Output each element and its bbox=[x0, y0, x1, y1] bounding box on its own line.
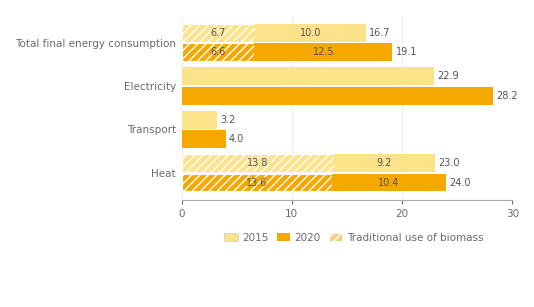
Bar bbox=[182, 111, 217, 129]
Text: 10.4: 10.4 bbox=[378, 177, 399, 188]
Legend: 2015, 2020, Traditional use of biomass: 2015, 2020, Traditional use of biomass bbox=[220, 229, 487, 247]
Bar bbox=[182, 130, 226, 148]
Text: 13.6: 13.6 bbox=[246, 177, 267, 188]
Bar bbox=[182, 24, 255, 42]
Text: 22.9: 22.9 bbox=[437, 71, 459, 81]
Text: 10.0: 10.0 bbox=[300, 28, 321, 38]
Text: 28.2: 28.2 bbox=[496, 91, 517, 101]
Text: 16.7: 16.7 bbox=[369, 28, 390, 38]
Bar bbox=[255, 24, 366, 42]
Text: 19.1: 19.1 bbox=[396, 47, 417, 57]
Text: 4.0: 4.0 bbox=[229, 134, 244, 144]
Text: 13.8: 13.8 bbox=[247, 158, 269, 168]
Text: 12.5: 12.5 bbox=[312, 47, 334, 57]
Text: 23.0: 23.0 bbox=[438, 158, 460, 168]
Text: 3.2: 3.2 bbox=[220, 115, 235, 125]
Bar bbox=[182, 154, 334, 172]
Bar bbox=[332, 173, 446, 192]
Text: 24.0: 24.0 bbox=[450, 177, 471, 188]
Bar bbox=[182, 87, 492, 105]
Bar bbox=[334, 154, 435, 172]
Text: 6.6: 6.6 bbox=[210, 47, 225, 57]
Bar bbox=[254, 43, 392, 61]
Text: 6.7: 6.7 bbox=[211, 28, 226, 38]
Bar bbox=[182, 43, 254, 61]
Text: 9.2: 9.2 bbox=[377, 158, 392, 168]
Bar bbox=[182, 67, 434, 85]
Bar bbox=[182, 173, 332, 192]
